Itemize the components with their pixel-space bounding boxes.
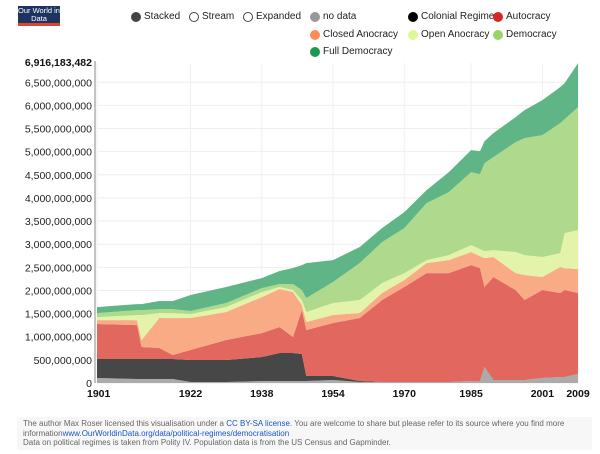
axes: 0 500,000,000 1,000,000,000 1,500,000,000 2,… (25, 57, 590, 400)
y-tick-label: 3,000,000,000 (25, 239, 92, 251)
x-tick-label: 1901 (87, 388, 111, 400)
legend-dot-icon (310, 29, 320, 40)
radio-empty-icon (243, 11, 253, 22)
x-tick-label: 1970 (393, 388, 417, 400)
stacked-radio[interactable]: Stacked (131, 11, 180, 22)
radio-filled-icon (131, 11, 141, 22)
footer-license: The author Max Roser licensed this visua… (17, 417, 592, 450)
license-text: The author Max Roser licensed this visua… (23, 419, 227, 428)
legend-dot-icon (310, 11, 320, 22)
area-open-anocracy (97, 230, 578, 341)
y-tick-label: 1,500,000,000 (25, 309, 92, 321)
legend-dot-icon (408, 29, 418, 40)
legend-label: Colonial Regime (421, 11, 495, 22)
legend-no-data[interactable]: no data (310, 11, 356, 22)
legend-colonial-regime[interactable]: Colonial Regime (408, 11, 494, 22)
legend-label: Open Anocracy (421, 29, 490, 40)
y-tick-label: 5,000,000,000 (25, 147, 92, 159)
legend-dot-icon (310, 46, 320, 57)
x-tick-label: 2001 (531, 388, 555, 400)
legend-label: Autocracy (506, 11, 551, 22)
y-tick-label: 4,000,000,000 (25, 193, 92, 205)
legend-closed-anocracy[interactable]: Closed Anocracy (310, 29, 398, 40)
area-layers (97, 63, 578, 383)
y-tick-label: 4,500,000,000 (25, 170, 92, 182)
license-link[interactable]: CC BY-SA license (226, 419, 290, 428)
expanded-radio[interactable]: Expanded (243, 11, 301, 22)
license-text-2: . You are welcome to share but please re… (23, 419, 565, 438)
area-colonial-regime (97, 353, 578, 382)
area-closed-anocracy (97, 252, 578, 356)
stacked-label: Stacked (144, 11, 181, 22)
legend-label: Full Democracy (323, 46, 393, 57)
y-tick-label: 6,500,000,000 (25, 77, 92, 89)
radio-empty-icon (189, 11, 199, 22)
legend-open-anocracy[interactable]: Open Anocracy (408, 29, 489, 40)
data-source-text: Data on political regimes is taken from … (23, 438, 391, 447)
y-tick-label: 500,000,000 (34, 355, 93, 367)
owid-logo[interactable]: Our World in Data (18, 6, 60, 26)
y-tick-label: 3,500,000,000 (25, 216, 92, 228)
legend-autocracy[interactable]: Autocracy (493, 11, 550, 22)
area-autocracy (97, 265, 578, 382)
legend-label: no data (323, 11, 357, 22)
legend-democracy[interactable]: Democracy (493, 29, 557, 40)
stream-radio[interactable]: Stream (189, 11, 234, 22)
legend-dot-icon (408, 11, 418, 22)
expanded-label: Expanded (256, 11, 302, 22)
y-tick-label: 2,500,000,000 (25, 262, 92, 274)
x-tick-label: 1938 (250, 388, 274, 400)
legend-label: Closed Anocracy (323, 29, 399, 40)
y-tick-label: 1,000,000,000 (25, 332, 92, 344)
source-link[interactable]: www.OurWorldinData.org/data/political-re… (62, 428, 290, 438)
y-tick-label: 6,000,000,000 (25, 100, 92, 112)
x-tick-label: 1985 (459, 388, 483, 400)
x-tick-label: 2009 (566, 388, 590, 400)
legend-dot-icon (493, 29, 503, 40)
stream-label: Stream (202, 11, 235, 22)
y-tick-label: 2,000,000,000 (25, 285, 92, 297)
x-tick-label: 1954 (321, 388, 345, 400)
y-tick-label: 5,500,000,000 (25, 124, 92, 136)
y-max-label: 6,916,183,482 (25, 57, 92, 69)
area-democracy (97, 107, 578, 318)
legend-label: Democracy (506, 29, 557, 40)
x-tick-label: 1922 (179, 388, 203, 400)
legend-dot-icon (493, 11, 503, 22)
y-tick-label: 0 (86, 378, 92, 390)
legend-full-democracy[interactable]: Full Democracy (310, 46, 392, 57)
area-no-data (97, 366, 578, 383)
area-full-democracy (97, 63, 578, 314)
stacked-area-chart: 0 500,000,000 1,000,000,000 1,500,000,000 2,… (25, 57, 590, 400)
